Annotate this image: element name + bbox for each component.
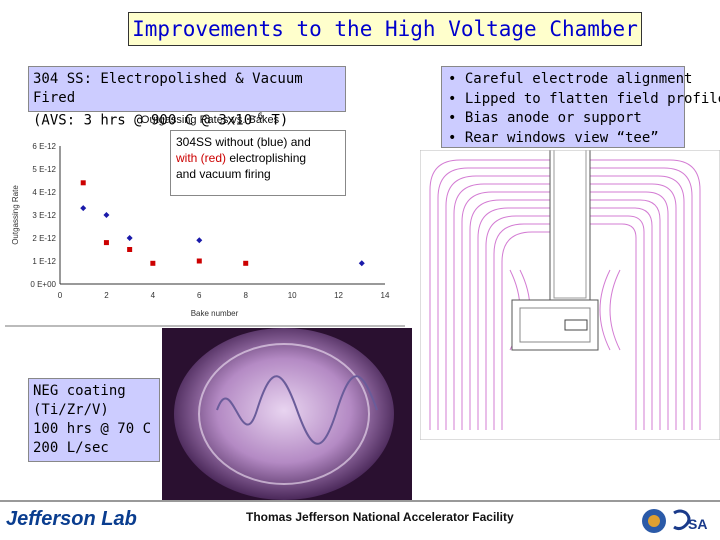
x-tick-label: 6 xyxy=(197,291,202,300)
y-tick-label: 1 E-12 xyxy=(32,257,56,266)
blue-data-point xyxy=(103,212,110,218)
ss-caption: 304 SS: Electropolished & Vacuum Fired (… xyxy=(28,66,346,129)
red-data-point xyxy=(80,180,86,186)
bullet-list: • Careful electrode alignment • Lipped t… xyxy=(441,66,720,148)
blue-data-point xyxy=(358,260,365,267)
bullet-item: • Careful electrode alignment xyxy=(448,71,693,87)
slide-title: Improvements to the High Voltage Chamber xyxy=(128,12,642,46)
x-tick-label: 12 xyxy=(334,291,343,300)
blue-data-point xyxy=(126,235,133,241)
y-tick-label: 5 E-12 xyxy=(32,165,56,174)
facility-name: Thomas Jefferson National Accelerator Fa… xyxy=(246,510,514,524)
neg-caption: NEG coating (Ti/Zr/V) 100 hrs @ 70 C 200… xyxy=(28,378,160,462)
blue-data-point xyxy=(196,237,203,244)
x-tick-label: 10 xyxy=(288,291,297,300)
doe-jsa-logos: SA xyxy=(642,509,707,533)
field-simulation xyxy=(420,150,720,440)
red-data-point xyxy=(127,247,133,252)
red-data-point xyxy=(103,240,109,246)
bullet-item: • Bias anode or support xyxy=(448,110,642,126)
bullet-item: • Lipped to flatten field profile xyxy=(448,90,720,107)
red-data-point xyxy=(196,258,202,264)
bullet-item: • Rear windows view “tee” xyxy=(448,129,659,146)
blue-data-point xyxy=(80,205,87,212)
chart-annotation: 304SS without (blue) and with (red) elec… xyxy=(170,130,346,196)
x-tick-label: 14 xyxy=(381,291,390,300)
ss-caption-line1: 304 SS: Electropolished & Vacuum Fired xyxy=(33,71,303,106)
red-data-point xyxy=(150,260,156,266)
x-tick-label: 4 xyxy=(151,291,156,300)
y-tick-label: 4 E-12 xyxy=(32,188,56,197)
chart-title: Outgassing Rates vs. Bakes xyxy=(140,114,280,126)
y-tick-label: 3 E-12 xyxy=(32,211,56,220)
svg-text:SA: SA xyxy=(688,516,707,532)
footer-divider xyxy=(0,500,720,502)
x-tick-label: 0 xyxy=(58,291,63,300)
outgassing-chart: 0 E+00 1 E-12 2 E-12 3 E-12 4 E-12 5 E-12 6 E-… xyxy=(5,142,405,327)
chamber-photo xyxy=(162,328,412,500)
red-data-point xyxy=(243,260,249,266)
x-tick-label: 8 xyxy=(243,291,248,300)
x-tick-label: 2 xyxy=(104,291,109,300)
y-tick-label: 6 E-12 xyxy=(32,142,56,151)
jefferson-lab-logo: Jefferson Lab xyxy=(6,508,137,530)
y-tick-label: 0 E+00 xyxy=(30,280,56,289)
ss-caption-line2: (AVS: 3 hrs @ 900 C @ 3x10-6 T) xyxy=(33,112,289,129)
y-axis-label: Outgassing Rate xyxy=(11,185,20,245)
y-tick-label: 2 E-12 xyxy=(32,234,56,243)
x-axis-label: Bake number xyxy=(191,309,239,318)
